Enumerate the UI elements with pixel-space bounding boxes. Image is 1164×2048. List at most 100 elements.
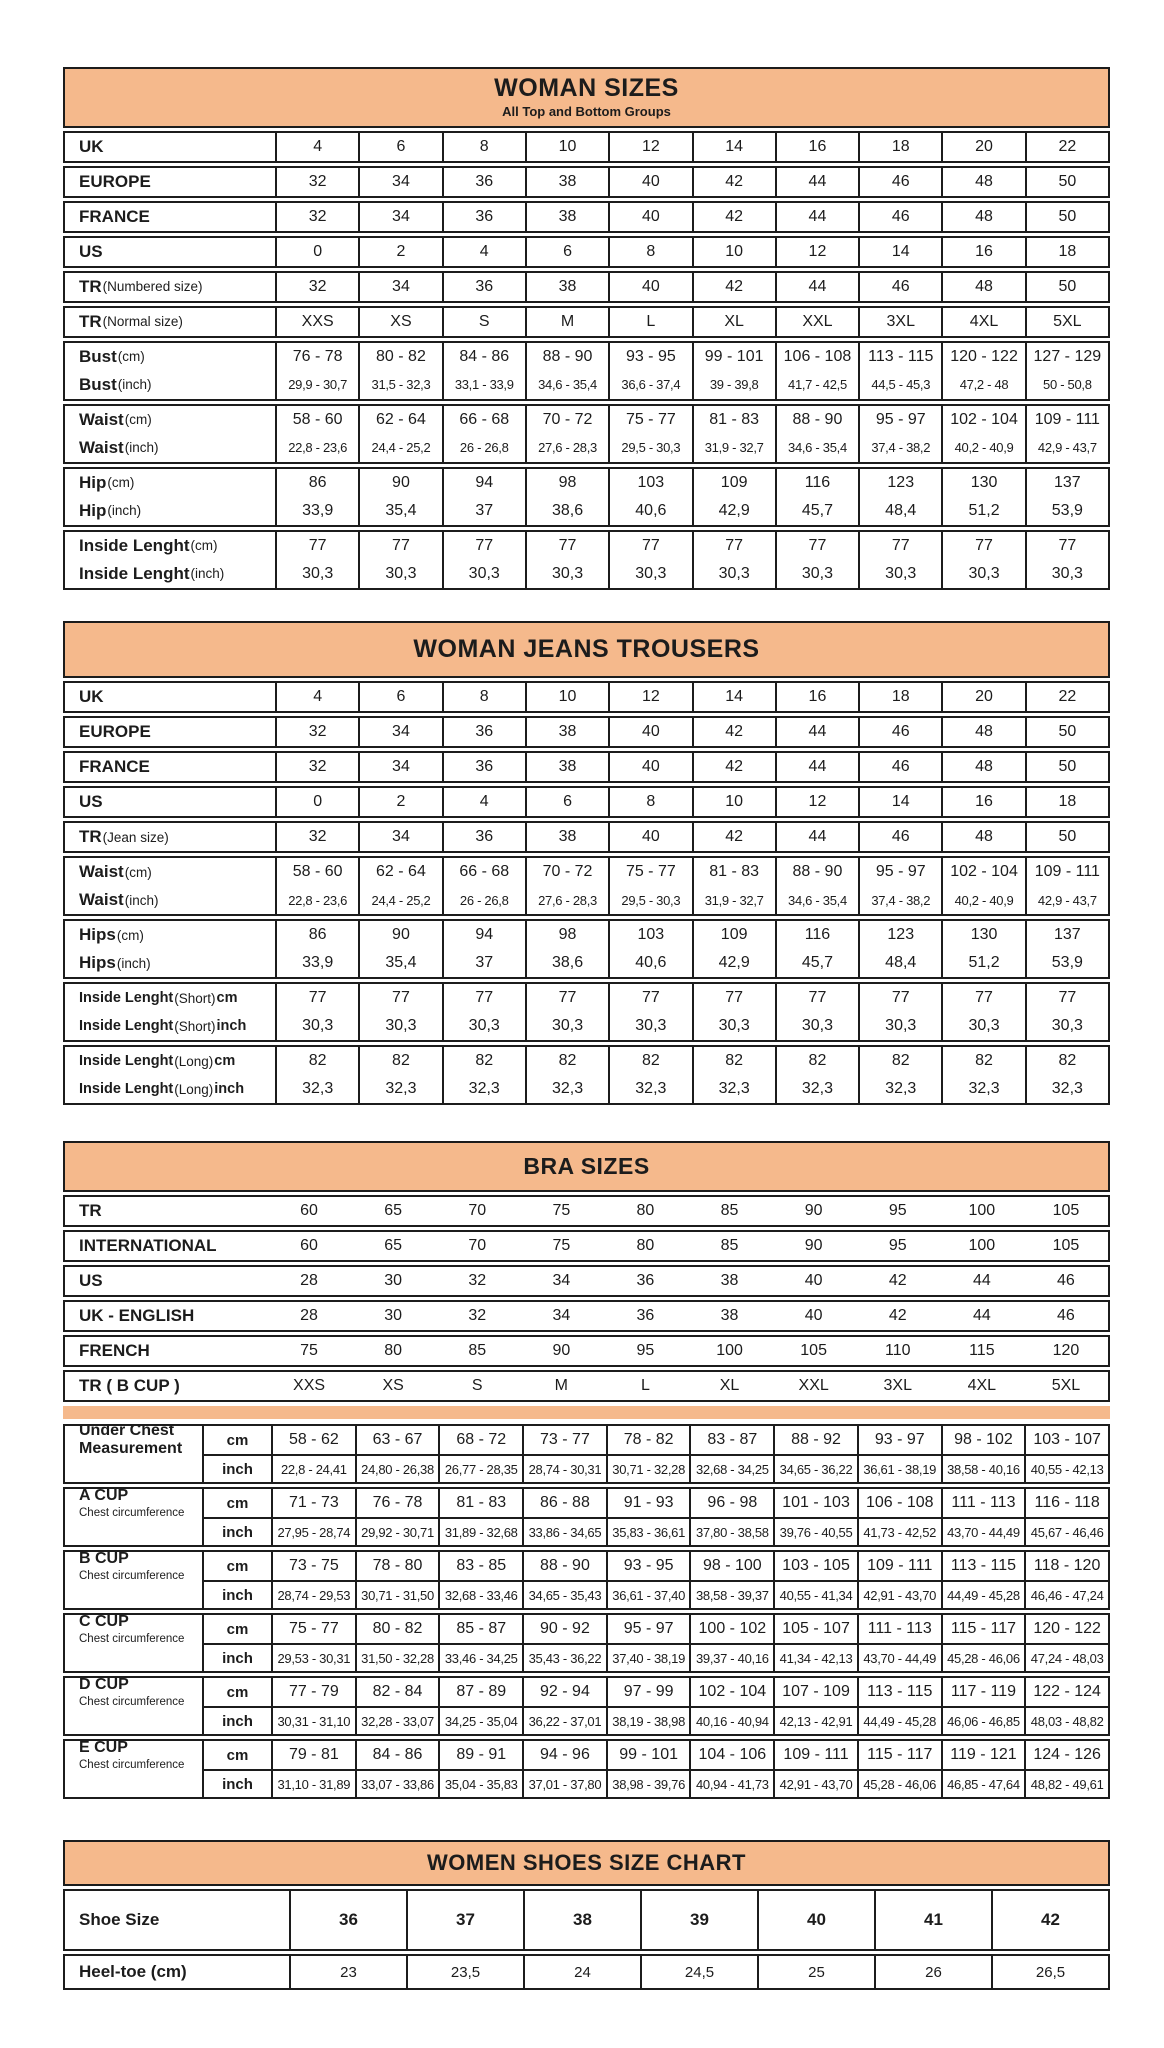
size-cell: 24 [523,1956,640,1989]
size-cell: 90 [358,921,441,949]
size-cell: 80 - 82 [354,1615,439,1644]
size-cell: 32 [468,1272,487,1290]
row-label-title: Under Chest Measurement [79,1426,183,1455]
row-label: Hips (cm) [65,921,275,949]
size-cell: 88 - 90 [522,1552,606,1581]
size-cell: 35,83 - 36,61 [605,1517,690,1546]
size-cell: 94 [441,468,525,497]
size-cell: 58 - 62 [271,1426,355,1455]
size-cell: 82 [275,1047,358,1075]
size-cell: 77 [524,984,608,1012]
row-label-text: FRANCE [79,757,150,776]
size-cell: 115 - 117 [856,1741,941,1770]
size-cell: 38 [720,1307,739,1325]
size-cell: 137 [1024,468,1108,497]
size-cell: 77 [774,531,858,560]
size-cell: 106 - 108 [774,342,858,371]
size-cell: 36 [441,753,525,781]
size-cell: 32,3 [691,1075,775,1103]
size-cell: 65 [384,1237,403,1255]
size-cell: 28 [300,1307,318,1325]
row-label-text: FRANCE [79,206,150,226]
size-cell: 28,74 - 29,53 [271,1580,355,1609]
size-cell: 122 - 124 [1024,1678,1108,1707]
size-cell: 22,8 - 23,6 [275,433,358,462]
size-cell: 43,70 - 44,49 [940,1517,1025,1546]
size-chart-page: WOMAN SIZES All Top and Bottom Groups UK 4 6… [63,67,1110,1991]
size-cell: 106 - 108 [856,1489,941,1518]
size-cell: 44 [774,718,858,746]
size-cell: 29,92 - 30,71 [354,1517,439,1546]
size-cell: 6 [524,237,608,266]
table-row-group: TR (Jean size) 32 34 36 38 40 42 44 46 48 50 [63,821,1110,853]
size-cell: 86 [275,921,358,949]
size-cell: L [640,1377,650,1395]
size-cell: 40,55 - 41,34 [773,1580,857,1609]
size-cell: 41,73 - 42,52 [856,1517,941,1546]
size-cell: 18 [1024,788,1108,816]
size-cell: 14 [691,683,775,711]
row-label-text: Waist [79,890,124,909]
size-cell: 4 [275,132,358,161]
row-label: E CUP Chest circumference [65,1741,202,1769]
row-label: Waist (cm) [65,406,275,434]
size-cell: 37 [441,949,525,977]
size-cell: 2 [358,788,441,816]
row-label: UK [65,133,275,161]
size-cell: 97 - 99 [605,1678,690,1707]
size-cell: 130 [941,921,1024,949]
size-cell: 100 [716,1342,743,1360]
size-cell: 77 [858,531,941,560]
row-label: INTERNATIONAL [79,1236,217,1256]
size-cell: 96 - 98 [689,1489,773,1518]
size-cell: 32,3 [441,1075,525,1103]
size-cell: 22,8 - 23,6 [275,886,358,914]
size-cell: 30,3 [608,559,691,588]
size-cell: 40,6 [608,496,691,525]
row-label-text: Waist [79,409,124,429]
size-cell: 46,46 - 47,24 [1024,1580,1108,1609]
row-label-text: Waist [79,862,124,881]
size-cell: 3XL [883,1377,912,1395]
row-label: TR (Normal size) [65,308,275,336]
size-cell: 90 [804,1202,823,1220]
size-cell: 104 - 106 [689,1741,773,1770]
size-cell: 46 [858,167,941,196]
size-cell: 113 - 115 [940,1552,1025,1581]
size-cell: 120 - 122 [1024,1615,1108,1644]
size-cell: 111 - 113 [856,1615,941,1644]
size-cell: 118 - 120 [1024,1552,1108,1581]
size-cell: 38 [524,202,608,231]
size-cell: 10 [524,683,608,711]
row-label-text: US [79,241,103,261]
size-cell: 31,89 - 32,68 [438,1517,523,1546]
size-cell: 38 [524,272,608,301]
table-row-group: UK 4 6 8 10 12 14 16 18 20 22 [63,681,1110,713]
size-cell: 75 - 77 [608,405,691,434]
size-cell: 37 [441,496,525,525]
size-cell: 89 - 91 [438,1741,522,1770]
table-row-group: Under Chest Measurement cm 58 - 62 63 - 67 6… [63,1424,1110,1485]
size-cell: 31,5 - 32,3 [358,370,441,399]
size-cell: 6 [358,683,441,711]
unit-label: inch [202,1769,271,1798]
size-cell: 53,9 [1024,949,1108,977]
table-header: WOMAN JEANS TROUSERS [63,620,1110,678]
row-label-text: (Short) [174,1018,216,1034]
unit-label: cm [202,1615,271,1644]
size-cell: XXS [293,1377,326,1395]
size-cell: 42 [888,1272,907,1290]
size-cell: 116 [774,468,858,497]
row-label-text: EUROPE [79,171,151,191]
size-cell: 70 - 72 [524,858,608,886]
size-cell: 113 - 115 [856,1678,941,1707]
bra-cup-measurements-table: Under Chest Measurement cm 58 - 62 63 - 67 6… [63,1406,1110,1800]
size-cell: 33,9 [275,496,358,525]
size-cell: 73 - 77 [522,1426,606,1455]
size-cell: 45,28 - 46,06 [856,1769,941,1798]
row-label: FRANCE [65,753,275,781]
size-cell: 26 [874,1956,991,1989]
size-cell: 123 [858,921,941,949]
size-cell: 45,7 [774,949,858,977]
size-cell: 62 - 64 [358,858,441,886]
